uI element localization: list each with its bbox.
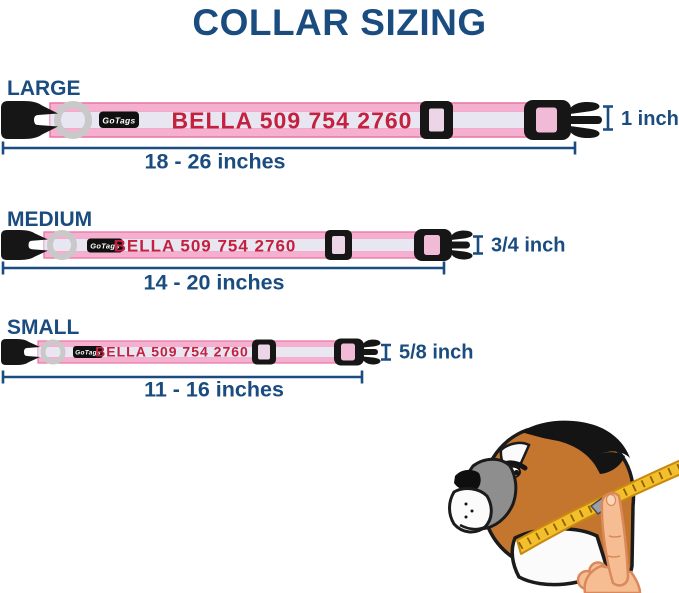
buckle-male-icon — [414, 229, 473, 261]
collar-graphic-medium: GoTags BELLA 509 754 2760 — [1, 229, 473, 261]
buckle-female-icon — [1, 339, 40, 365]
size-row-small: SMALL GoTags BELLA 509 754 2760 5/ — [1, 316, 473, 402]
dog-illustration — [448, 420, 679, 593]
length-measure-small: 11 - 16 inches — [1, 370, 364, 402]
brand-tag-label: GoTags — [90, 242, 119, 251]
buckle-female-icon — [1, 230, 48, 260]
range-label: 18 - 26 inches — [144, 150, 285, 174]
brand-tag — [73, 346, 103, 358]
brand-tag-label: GoTags — [75, 350, 101, 357]
buckle-male-icon — [524, 100, 602, 140]
buckle-male-icon — [334, 338, 381, 366]
collar-name-text: BELLA 509 754 2760 — [114, 237, 297, 256]
range-label: 11 - 16 inches — [144, 378, 284, 402]
size-row-large: LARGE GoTags BELLA 509 754 2760 1 — [1, 77, 679, 174]
size-row-medium: MEDIUM GoTags BELLA 509 754 2760 3 — [1, 208, 565, 295]
d-ring-icon — [54, 101, 92, 139]
collar-graphic-large: GoTags BELLA 509 754 2760 — [1, 100, 602, 140]
width-indicator-small: 5/8 inch — [381, 342, 473, 364]
dog-jaw — [448, 487, 493, 534]
brand-tag-label: GoTags — [102, 116, 135, 126]
size-label-large: LARGE — [7, 77, 81, 100]
size-label-small: SMALL — [7, 316, 79, 339]
collar-name-text: BELLA 509 754 2760 — [95, 344, 249, 360]
width-label: 3/4 inch — [491, 235, 565, 257]
d-ring-icon — [47, 230, 77, 260]
width-indicator-large: 1 inch — [603, 105, 679, 131]
width-label: 5/8 inch — [399, 342, 473, 364]
brand-tag — [87, 238, 123, 253]
hand-icon — [576, 491, 642, 593]
brand-tag — [99, 111, 139, 128]
page-title: COLLAR SIZING — [192, 2, 487, 43]
collar-name-text: BELLA 509 754 2760 — [172, 108, 413, 134]
width-indicator-medium: 3/4 inch — [473, 235, 565, 257]
tri-glide-slider-icon — [420, 101, 453, 139]
tri-glide-slider-icon — [252, 339, 276, 365]
width-label: 1 inch — [621, 108, 679, 130]
length-measure-medium: 14 - 20 inches — [1, 261, 446, 295]
tri-glide-slider-icon — [325, 230, 352, 260]
length-measure-large: 18 - 26 inches — [1, 141, 577, 174]
buckle-female-icon — [1, 101, 58, 139]
dog-ear-fold-icon — [591, 452, 625, 474]
range-label: 14 - 20 inches — [143, 271, 284, 295]
collar-graphic-small: GoTags BELLA 509 754 2760 — [1, 338, 381, 366]
size-label-medium: MEDIUM — [7, 208, 92, 231]
dog-ear-icon — [521, 420, 630, 460]
index-finger-icon — [600, 491, 630, 587]
dog-nose-icon — [454, 469, 481, 492]
d-ring-icon — [40, 339, 66, 365]
